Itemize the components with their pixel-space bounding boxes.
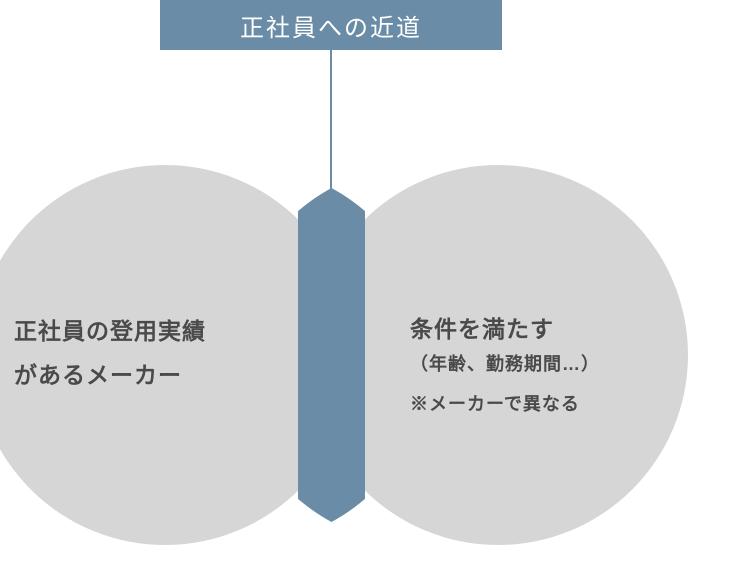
right-circle-text: 条件を満たす （年齢、勤務期間…） ※メーカーで異なる bbox=[410, 310, 710, 416]
connector-line bbox=[330, 50, 332, 330]
left-circle-text: 正社員の登用実績 があるメーカー bbox=[14, 310, 314, 397]
header-box: 正社員への近道 bbox=[160, 0, 502, 50]
right-line2: （年齢、勤務期間…） bbox=[410, 350, 710, 376]
header-label: 正社員への近道 bbox=[240, 8, 422, 43]
right-line3: ※メーカーで異なる bbox=[410, 390, 710, 416]
left-line1: 正社員の登用実績 bbox=[14, 310, 314, 354]
left-line2: があるメーカー bbox=[14, 354, 314, 398]
right-line1: 条件を満たす bbox=[410, 310, 710, 344]
